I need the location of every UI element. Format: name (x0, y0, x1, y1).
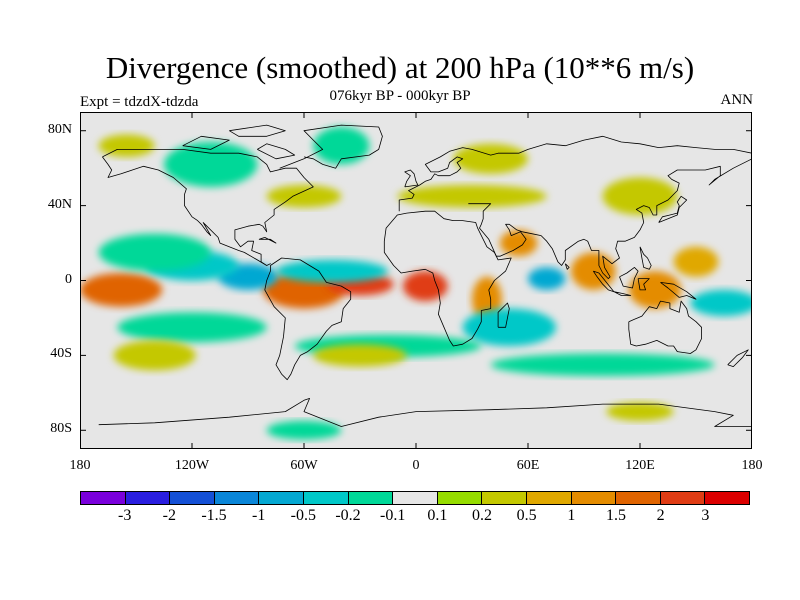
longitude-tick-label: 180 (69, 458, 91, 473)
divergence-map (80, 112, 752, 449)
coastline (264, 257, 352, 381)
coastline (497, 302, 510, 328)
colorbar-label: 3 (701, 507, 710, 524)
field-feature (528, 267, 566, 290)
field-feature (628, 271, 682, 309)
field-feature (266, 185, 342, 208)
latitude-tick-label: 0 (65, 271, 72, 287)
coastline (564, 263, 570, 270)
colorbar-swatch (482, 492, 527, 504)
field-feature (690, 289, 752, 317)
experiment-label: Expt = tdzdX-tdzda (80, 94, 199, 110)
colorbar-swatch (393, 492, 438, 504)
field-feature (402, 271, 448, 302)
colorbar-swatch (259, 492, 304, 504)
field-feature (673, 246, 719, 277)
colorbar-swatch (81, 492, 126, 504)
axis-ticks (80, 112, 752, 449)
colorbar-swatch (437, 492, 483, 504)
coastline (404, 169, 419, 188)
latitude-tick-label: 40N (47, 196, 72, 212)
coastline (257, 143, 296, 160)
colorbar (80, 491, 750, 505)
field-feature (164, 141, 258, 187)
colorbar-label: 0.2 (472, 507, 492, 524)
field-feature (276, 259, 388, 283)
colorbar-label: -0.1 (379, 507, 406, 524)
field-feature (490, 353, 715, 376)
field-feature (462, 308, 556, 347)
coastline (279, 124, 383, 169)
coastline (229, 124, 286, 137)
longitude-tick-label: 0 (412, 458, 420, 473)
field-feature (313, 344, 407, 367)
longitude-tick-label: 60E (516, 458, 540, 473)
colorbar-swatch (526, 492, 572, 504)
coastline (613, 291, 632, 296)
coastline (468, 158, 752, 280)
colorbar-swatch (125, 492, 171, 504)
colorbar-label: 1.5 (606, 507, 626, 524)
colorbar-label: -1 (251, 507, 266, 524)
colorbar-label: 2 (656, 507, 665, 524)
field-feature (80, 273, 163, 307)
colorbar-swatch (571, 492, 617, 504)
colorbar-label: -0.2 (335, 507, 361, 524)
colorbar-swatch (170, 492, 215, 504)
field-feature (500, 229, 538, 257)
longitude-tick-label: 120W (174, 458, 210, 473)
colorbar-label: 0.1 (427, 507, 448, 524)
field-feature (602, 177, 678, 215)
colorbar-swatch (660, 492, 706, 504)
latitude-tick-label: 80S (50, 421, 72, 437)
longitude-tick-label: 180 (741, 458, 763, 473)
field-feature (117, 312, 267, 343)
longitude-tick-label: 120E (625, 458, 655, 473)
coastline (102, 149, 314, 266)
colorbar-label: -3 (117, 507, 132, 524)
coastline (258, 237, 277, 244)
coastline (727, 349, 749, 368)
coastline (383, 210, 512, 347)
colorbar-label: -2 (162, 507, 176, 524)
field-feature (313, 126, 370, 165)
field-feature (113, 340, 196, 371)
coastline (182, 135, 230, 150)
plot-subtitle: 076kyr BP - 000kyr BP (329, 88, 471, 104)
colorbar-label: 0.5 (516, 507, 537, 524)
field-feature (98, 233, 211, 272)
colorbar-swatch (616, 492, 661, 504)
longitude-tick-label: 60W (290, 458, 318, 473)
field-feature (266, 420, 342, 440)
colorbar-label: -1.5 (201, 507, 227, 524)
colorbar-label: -0.5 (290, 507, 316, 524)
coastline (637, 278, 650, 291)
coastline (98, 397, 752, 427)
coastline (619, 266, 639, 289)
season-label: ANN (720, 92, 754, 108)
field-feature (397, 185, 547, 208)
latitude-tick-label: 80N (47, 121, 72, 137)
colorbar-swatch (705, 492, 749, 504)
colorbar-swatch (214, 492, 260, 504)
coastline (639, 246, 652, 270)
field-feature (453, 143, 528, 174)
coastlines (98, 124, 752, 427)
coastline (592, 270, 615, 293)
coastline (658, 195, 688, 223)
latitude-tick-label: 40S (50, 346, 72, 362)
divergence-field (80, 126, 752, 440)
coastline (628, 300, 702, 354)
colorbar-swatch (348, 492, 394, 504)
colorbar-label: 1 (567, 507, 576, 524)
coastline (398, 135, 752, 212)
field-feature (98, 134, 155, 157)
colorbar-swatch (303, 492, 349, 504)
field-feature (606, 402, 674, 421)
plot-title: Divergence (smoothed) at 200 hPa (10**6 … (105, 50, 695, 85)
coastline (660, 282, 697, 300)
